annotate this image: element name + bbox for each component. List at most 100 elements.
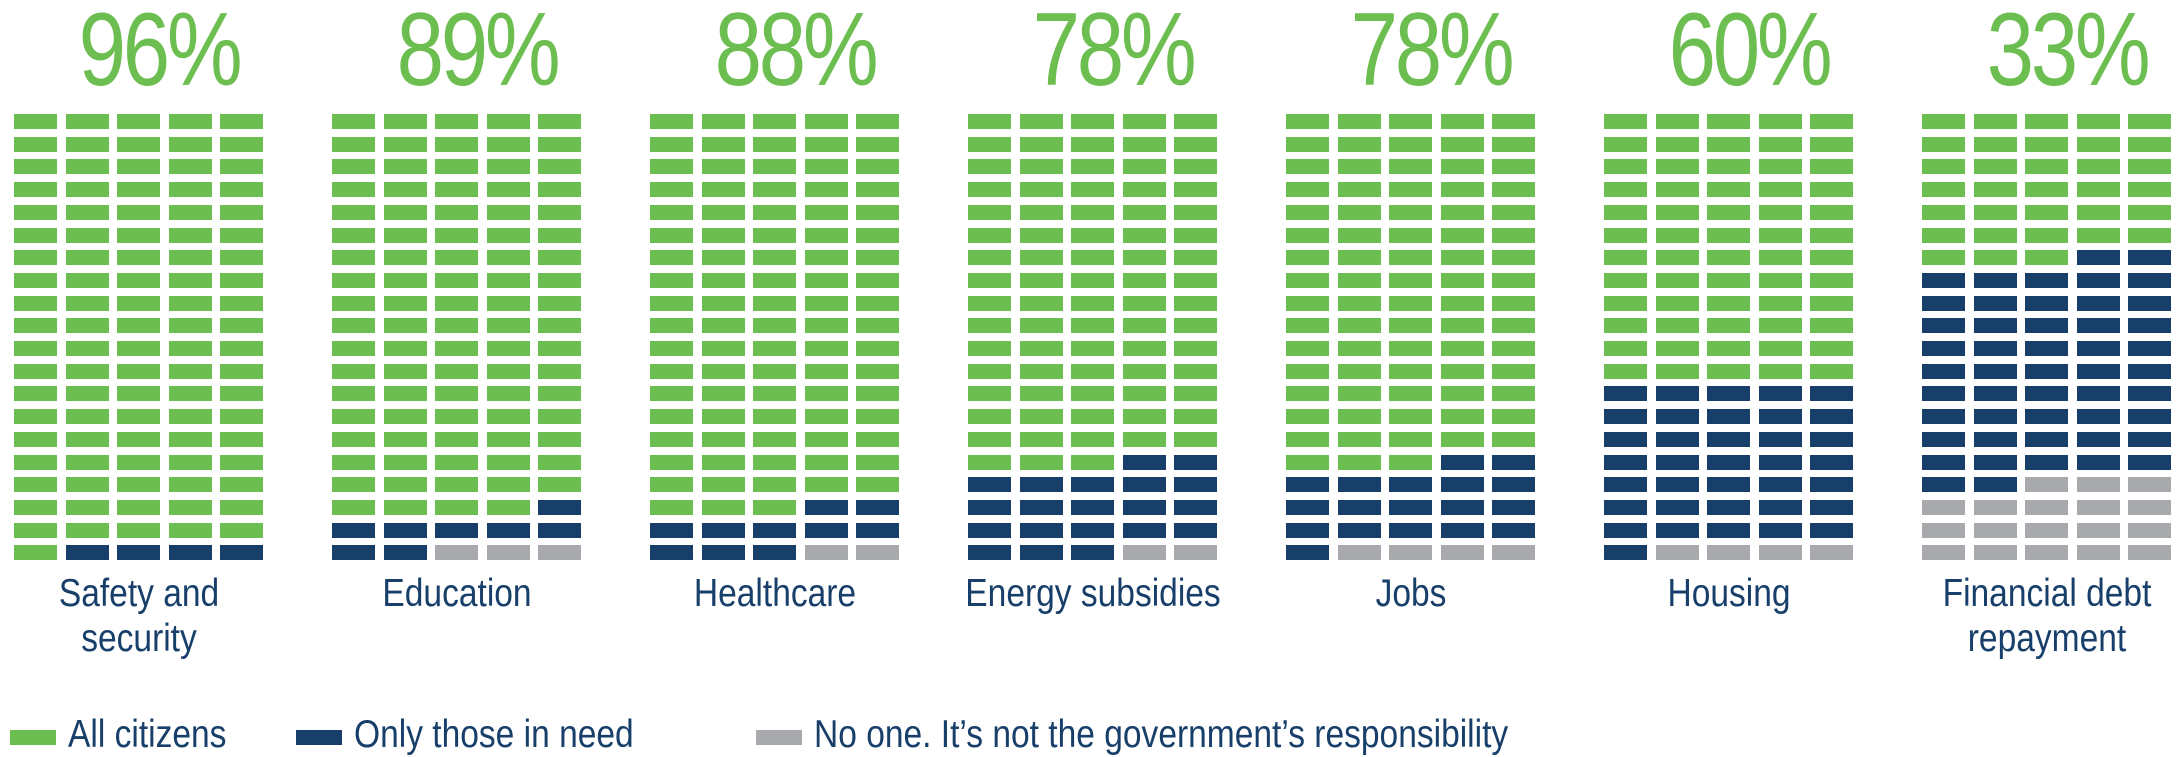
waffle-cell-all-citizens — [14, 318, 57, 334]
waffle-cell-only-in-need — [2076, 341, 2120, 356]
waffle-cell-only-in-need — [1440, 454, 1484, 470]
waffle-cell-all-citizens — [1922, 227, 1965, 243]
waffle-cell-only-in-need — [1337, 477, 1381, 493]
waffle-cell-all-citizens — [117, 522, 160, 538]
waffle-cell-all-citizens — [753, 295, 796, 311]
waffle-cell-all-citizens — [168, 114, 212, 129]
waffle-cell-all-citizens — [14, 499, 57, 515]
waffle-cell-all-citizens — [65, 386, 109, 402]
waffle-cell-all-citizens — [753, 136, 796, 152]
waffle-cell-only-in-need — [2076, 318, 2120, 334]
waffle-cell-only-in-need — [1492, 477, 1535, 493]
waffle-cell-no-one — [1174, 545, 1217, 561]
waffle-cell-only-in-need — [2025, 431, 2068, 447]
waffle-cell-all-citizens — [753, 114, 796, 129]
waffle-cell-no-one — [2025, 477, 2068, 493]
waffle-cell-only-in-need — [1922, 454, 1965, 470]
waffle-cell-all-citizens — [117, 318, 160, 334]
percent-label: 89% — [396, 0, 561, 108]
waffle-cell-all-citizens — [701, 363, 745, 379]
waffle-cell-only-in-need — [1758, 409, 1802, 425]
waffle-cell-only-in-need — [1337, 499, 1381, 515]
waffle-cell-all-citizens — [220, 182, 263, 198]
waffle-cell-only-in-need — [1922, 341, 1965, 356]
waffle-cell-only-in-need — [1337, 522, 1381, 538]
waffle-cell-all-citizens — [1286, 341, 1329, 356]
waffle-cell-only-in-need — [2076, 295, 2120, 311]
percent-label: 78% — [1032, 0, 1197, 108]
waffle-cell-all-citizens — [1122, 204, 1166, 220]
category-label: Financial debt repayment — [1905, 571, 2180, 661]
waffle-cell-all-citizens — [1337, 159, 1381, 175]
waffle-cell-all-citizens — [14, 295, 57, 311]
category-label-line: Healthcare — [693, 572, 857, 615]
waffle-cell-only-in-need — [1655, 409, 1699, 425]
waffle-cell-all-citizens — [1071, 204, 1114, 220]
waffle-cell-only-in-need — [856, 522, 899, 538]
waffle-cell-only-in-need — [2128, 409, 2171, 425]
waffle-cell-all-citizens — [117, 204, 160, 220]
waffle-cell-all-citizens — [383, 318, 427, 334]
waffle-cell-all-citizens — [1174, 182, 1217, 198]
waffle-cell-all-citizens — [168, 250, 212, 266]
waffle-cell-no-one — [2128, 545, 2171, 561]
waffle-cell-all-citizens — [1389, 295, 1432, 311]
waffle-cell-all-citizens — [117, 227, 160, 243]
waffle-cell-all-citizens — [332, 136, 375, 152]
waffle-cell-all-citizens — [65, 477, 109, 493]
waffle-cell-all-citizens — [1389, 250, 1432, 266]
waffle-cell-only-in-need — [1071, 499, 1114, 515]
waffle-cell-all-citizens — [1389, 363, 1432, 379]
waffle-cell-all-citizens — [804, 204, 848, 220]
waffle-cell-all-citizens — [1019, 431, 1063, 447]
waffle-cell-all-citizens — [1492, 409, 1535, 425]
waffle-cell-all-citizens — [968, 409, 1011, 425]
waffle-cell-all-citizens — [168, 295, 212, 311]
waffle-cell-all-citizens — [220, 477, 263, 493]
waffle-cell-all-citizens — [2076, 204, 2120, 220]
waffle-cell-all-citizens — [1707, 363, 1750, 379]
waffle-cell-all-citizens — [538, 363, 581, 379]
waffle-cell-all-citizens — [804, 386, 848, 402]
waffle-cell-no-one — [2076, 477, 2120, 493]
waffle-cell-all-citizens — [1019, 114, 1063, 129]
waffle-cell-only-in-need — [2025, 295, 2068, 311]
waffle-cell-only-in-need — [1758, 454, 1802, 470]
waffle-cell-all-citizens — [435, 136, 478, 152]
waffle-cell-only-in-need — [1973, 295, 2017, 311]
waffle-cell-only-in-need — [968, 499, 1011, 515]
waffle-cell-all-citizens — [538, 386, 581, 402]
waffle-cell-all-citizens — [1440, 136, 1484, 152]
waffle-cell-only-in-need — [1973, 454, 2017, 470]
waffle-cell-all-citizens — [701, 204, 745, 220]
waffle-cell-all-citizens — [2128, 136, 2171, 152]
waffle-cell-all-citizens — [220, 499, 263, 515]
waffle-cell-all-citizens — [1655, 341, 1699, 356]
legend-label: Only those in need — [354, 713, 634, 756]
waffle-cell-only-in-need — [1655, 454, 1699, 470]
waffle-cell-all-citizens — [1122, 159, 1166, 175]
waffle-grid — [1922, 114, 2172, 562]
waffle-cell-all-citizens — [1604, 295, 1647, 311]
waffle-cell-all-citizens — [14, 341, 57, 356]
waffle-cell-no-one — [1337, 545, 1381, 561]
waffle-cell-all-citizens — [2025, 227, 2068, 243]
waffle-cell-all-citizens — [383, 227, 427, 243]
waffle-cell-all-citizens — [332, 341, 375, 356]
waffle-cell-all-citizens — [1810, 159, 1853, 175]
waffle-cell-only-in-need — [1707, 454, 1750, 470]
waffle-cell-all-citizens — [968, 431, 1011, 447]
waffle-cell-all-citizens — [117, 182, 160, 198]
waffle-cell-all-citizens — [1440, 114, 1484, 129]
waffle-cell-all-citizens — [753, 454, 796, 470]
waffle-cell-all-citizens — [1071, 136, 1114, 152]
waffle-cell-all-citizens — [14, 136, 57, 152]
waffle-cell-all-citizens — [117, 454, 160, 470]
waffle-cell-all-citizens — [968, 182, 1011, 198]
waffle-cell-only-in-need — [1440, 522, 1484, 538]
waffle-cell-all-citizens — [383, 499, 427, 515]
waffle-cell-all-citizens — [1286, 386, 1329, 402]
waffle-cell-all-citizens — [753, 204, 796, 220]
waffle-cell-all-citizens — [1810, 204, 1853, 220]
waffle-cell-all-citizens — [650, 454, 693, 470]
